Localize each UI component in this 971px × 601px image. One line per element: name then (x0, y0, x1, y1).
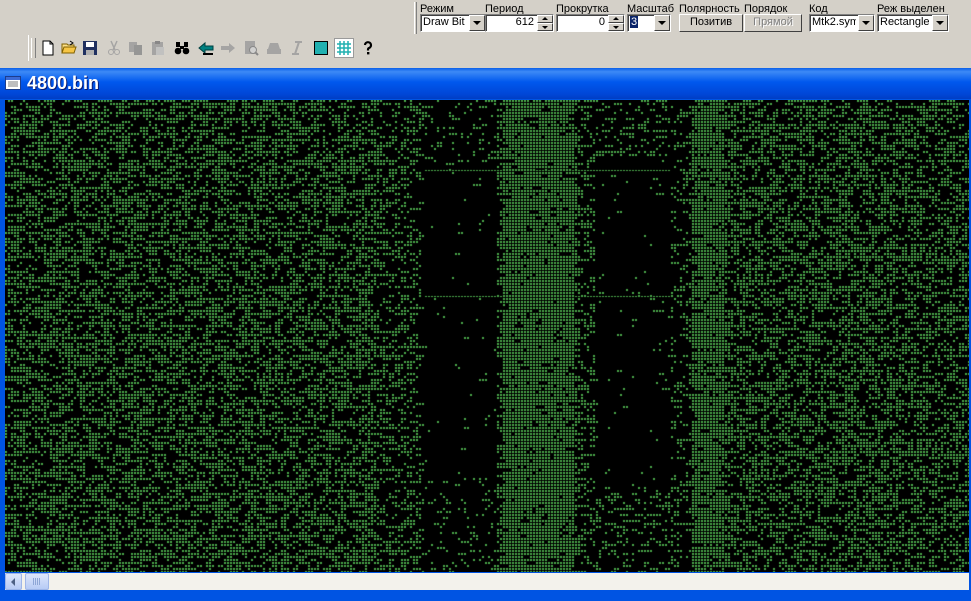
chevron-down-icon[interactable] (858, 15, 874, 31)
scale-value: 3 (630, 16, 638, 28)
horizontal-scrollbar[interactable] (5, 573, 969, 590)
chevron-down-icon[interactable] (932, 15, 948, 31)
frame-square-icon[interactable] (311, 38, 331, 58)
document-title: 4800.bin (27, 73, 99, 94)
italic-i-icon[interactable] (287, 38, 307, 58)
selection-mode-value: Rectangle (880, 16, 930, 28)
period-spin-buttons[interactable] (537, 15, 553, 31)
mode-value: Draw Bit (423, 16, 465, 28)
order-button[interactable]: Прямой (744, 14, 802, 32)
cut-scissors-icon[interactable] (104, 38, 124, 58)
paste-icon[interactable] (148, 38, 168, 58)
document-title-bar[interactable]: 4800.bin (0, 68, 971, 99)
main-toolbar (28, 35, 382, 61)
find-binoculars-icon[interactable] (172, 38, 192, 58)
period-spinner[interactable]: 612 (485, 14, 554, 32)
bit-canvas[interactable] (5, 100, 969, 572)
document-window: 4800.bin (0, 68, 971, 601)
scroll-thumb[interactable] (25, 573, 49, 590)
parameters-toolbar: Режим Draw Bit Период 612 Прокрутка 0 Ма… (414, 0, 971, 36)
scroll-left-icon[interactable] (5, 573, 22, 590)
new-file-icon[interactable] (38, 38, 58, 58)
chevron-down-icon[interactable] (654, 15, 670, 31)
open-folder-icon[interactable] (59, 38, 79, 58)
mode-select[interactable]: Draw Bit (420, 14, 486, 32)
save-disk-icon[interactable] (80, 38, 100, 58)
stamp-icon[interactable] (264, 38, 284, 58)
bit-display-area[interactable] (5, 100, 969, 572)
toolbar-grip[interactable] (31, 38, 36, 58)
spin-down-icon[interactable] (608, 23, 624, 31)
arrow-right-icon[interactable] (218, 38, 238, 58)
selection-mode-select[interactable]: Rectangle (877, 14, 949, 32)
zoom-page-icon[interactable] (241, 38, 261, 58)
spin-up-icon[interactable] (608, 15, 624, 23)
period-value: 612 (516, 16, 534, 28)
chevron-down-icon[interactable] (469, 15, 485, 31)
window-frame-bottom (0, 590, 971, 601)
help-question-icon[interactable] (358, 38, 378, 58)
scroll-spin-buttons[interactable] (608, 15, 624, 31)
arrow-left-icon[interactable] (196, 38, 216, 58)
copy-icon[interactable] (126, 38, 146, 58)
code-select[interactable]: Mtk2.sym (809, 14, 875, 32)
scroll-value: 0 (599, 16, 605, 28)
polarity-button[interactable]: Позитив (679, 14, 743, 32)
scale-select[interactable]: 3 (627, 14, 671, 32)
spin-down-icon[interactable] (537, 23, 553, 31)
grid-icon[interactable] (334, 38, 354, 58)
spin-up-icon[interactable] (537, 15, 553, 23)
code-value: Mtk2.sym (812, 16, 856, 28)
scroll-spinner[interactable]: 0 (556, 14, 625, 32)
document-icon (5, 75, 21, 91)
